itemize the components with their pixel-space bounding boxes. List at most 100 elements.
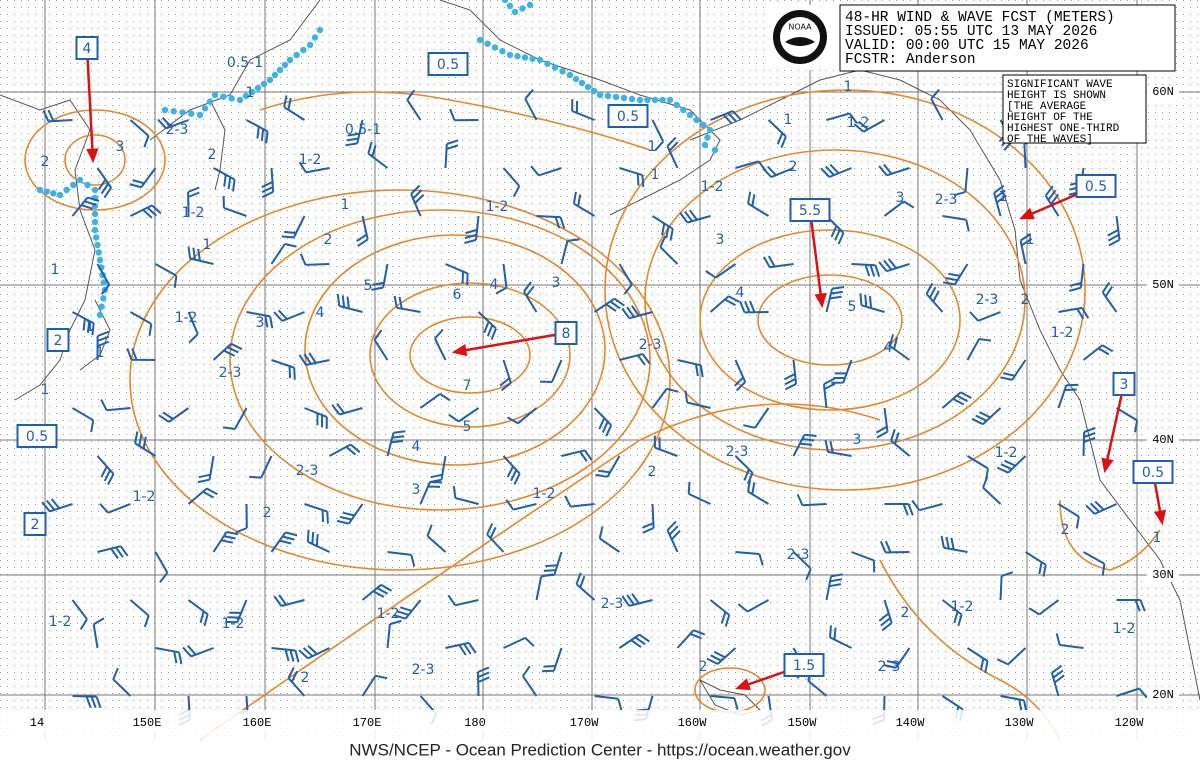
contour-label: 1-2 [701, 179, 724, 195]
boxed-label: 8 [562, 326, 571, 342]
wind-barb [503, 636, 535, 649]
lat-label: 20N [1152, 688, 1174, 702]
wind-barb [387, 551, 416, 567]
dot-grid [0, 0, 1200, 740]
wind-barb [386, 430, 406, 457]
valid: VALID: 00:00 UTC 15 MAY 2026 [845, 38, 1089, 54]
wind-barb [942, 215, 970, 232]
wind-barb [235, 503, 248, 534]
label-box [1075, 174, 1117, 198]
wind-barb [571, 99, 595, 121]
wind-barb [281, 215, 306, 239]
ice-dot [93, 234, 100, 241]
contour-label: 1-2 [299, 152, 322, 168]
ice-dot [100, 295, 107, 302]
lon-label-bg [564, 714, 604, 730]
wind-barb [851, 551, 876, 573]
contour-label: 1 [96, 345, 105, 361]
wind-barb [747, 479, 770, 505]
wind-barb [331, 403, 363, 416]
wind-barb [448, 407, 480, 423]
wind-barb [1115, 407, 1139, 433]
ice-dot [266, 76, 274, 84]
wind-barb [1082, 344, 1114, 361]
ice-dot [700, 121, 707, 129]
wind-barb [1082, 426, 1096, 457]
ice-dot [578, 79, 586, 87]
contour-label: 1 [999, 189, 1008, 205]
ice-dot [519, 5, 526, 12]
contour-label: 3 [256, 315, 265, 331]
wind-barb [477, 311, 497, 340]
wind-barb [271, 647, 300, 663]
wind-barb [502, 455, 521, 485]
ice-dot [91, 226, 99, 234]
ice-dot [248, 88, 256, 96]
wind-barb [72, 311, 95, 336]
label-box [75, 36, 99, 60]
wind-barb [884, 503, 914, 516]
ice-dot [84, 181, 91, 189]
ice-dot [286, 56, 294, 64]
wind-barb [747, 191, 770, 217]
wind-barb [410, 184, 425, 217]
wind-barb [925, 282, 944, 313]
wind-barb [735, 551, 764, 566]
contour-label: 3 [896, 190, 905, 206]
issued: ISSUED: 05:55 UTC 13 MAY 2026 [845, 24, 1097, 40]
wind-barb [621, 305, 653, 320]
wind-barb [155, 263, 178, 288]
wind-barb [530, 165, 562, 177]
lon-label: 170W [570, 716, 600, 730]
arrow-shaft [454, 331, 567, 354]
wind-barb [651, 387, 679, 409]
contour-label: 4 [490, 277, 499, 293]
ice-dot [206, 98, 214, 105]
wind-barb [96, 167, 113, 199]
logo-text: NOAA [788, 23, 812, 32]
wind-barb [373, 329, 389, 361]
wind-barb [825, 286, 845, 313]
wind-barb [829, 625, 852, 649]
ice-dot [572, 75, 580, 83]
contour-label: 5 [848, 299, 857, 315]
contour-label: 2-3 [412, 662, 435, 678]
boxed-labels: 4 0.5 0.5 5.5 8 2 0.5 2 0.5 3 0.5 1.5 [16, 36, 1174, 677]
wind-barb [445, 641, 477, 656]
contour-label: 3 [716, 232, 725, 248]
wind-barb [477, 666, 490, 697]
ice-dot [306, 41, 314, 49]
boxed-label: 0.5 [617, 109, 639, 125]
contour-label: 3 [412, 482, 421, 498]
contour-label: 1-2 [847, 115, 870, 131]
lat-label-bg [1147, 85, 1179, 99]
ice-dot [659, 96, 666, 104]
contour-label: 2 [263, 505, 272, 521]
ice-dot [590, 87, 598, 95]
wind-barb [878, 599, 893, 632]
wind-barb [884, 647, 911, 669]
wind-barb [97, 545, 129, 559]
wind-barb [705, 263, 737, 279]
wind-barb [367, 141, 389, 169]
wind-barb [996, 647, 1027, 666]
wind-barb [619, 167, 645, 188]
ice-dot [276, 66, 284, 74]
wind-barb [572, 191, 596, 217]
wind-barb [677, 359, 704, 378]
wind-barb [820, 163, 852, 178]
note-line: SIGNIFICANT WAVE [1007, 79, 1113, 91]
arrow-head [1101, 457, 1114, 474]
boxed-label: 0.5 [437, 57, 459, 73]
header-box [839, 4, 1176, 72]
contour-label: 3 [116, 139, 125, 155]
logo-bird [785, 37, 815, 46]
ice-dot [188, 110, 195, 117]
wind-barb [393, 295, 421, 313]
wind-barb [444, 139, 459, 169]
wind-barb [212, 342, 243, 361]
lon-label-bg [782, 714, 822, 730]
arrow-head [1153, 509, 1167, 526]
wind-barb [618, 263, 633, 295]
